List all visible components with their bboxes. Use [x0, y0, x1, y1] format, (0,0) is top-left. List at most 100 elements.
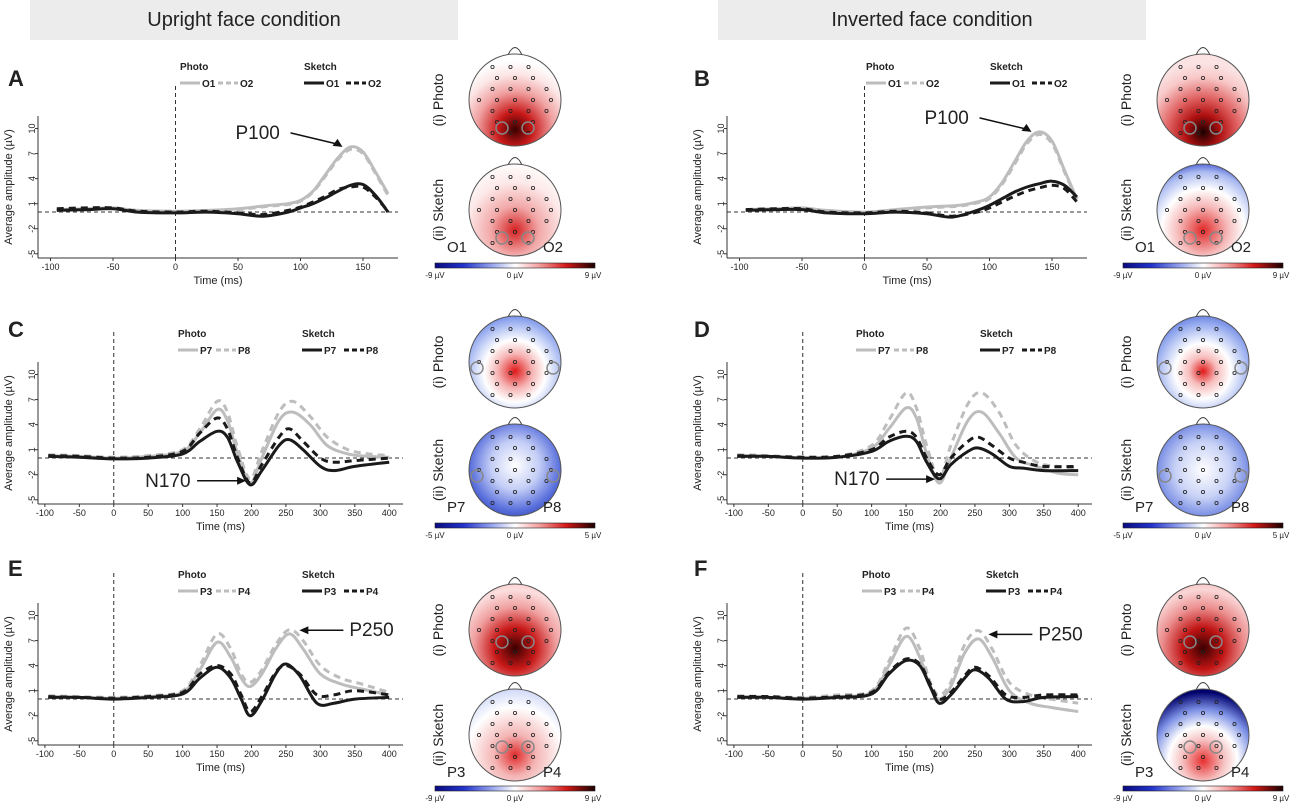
- electrode-marker: [1219, 733, 1224, 738]
- electrode-marker: [513, 229, 518, 234]
- electrode-marker: [1196, 174, 1201, 179]
- topo-label-photo: (i) Photo: [1118, 335, 1134, 388]
- electrode-marker: [1183, 467, 1188, 472]
- roi-electrode-circle: [1158, 469, 1172, 483]
- electrode-marker: [490, 500, 495, 505]
- electrode-marker: [1196, 348, 1201, 353]
- electrode-marker: [1219, 467, 1224, 472]
- electrode-marker: [531, 381, 536, 386]
- electrode-marker: [1178, 661, 1183, 666]
- series-sketch-p3: [48, 662, 390, 718]
- roi-electrode-circle: [470, 361, 484, 375]
- electrode-marker: [508, 700, 513, 705]
- legend-electrode-label: P3: [200, 587, 213, 598]
- series-photo-o1: [56, 145, 390, 213]
- electrode-marker: [1201, 489, 1206, 494]
- electrode-marker: [513, 98, 518, 103]
- roi-electrode-circle: [546, 361, 560, 375]
- series-sketch-p4: [737, 657, 1079, 701]
- x-tick-label: 150: [899, 508, 914, 518]
- y-tick-label: 10: [716, 611, 726, 621]
- electrode-marker: [1196, 500, 1201, 505]
- electrode-marker: [508, 392, 513, 397]
- nose-icon: [507, 682, 523, 691]
- electrode-marker: [526, 595, 531, 600]
- x-tick-label: 200: [244, 508, 259, 518]
- electrode-marker: [531, 445, 536, 450]
- electrode-marker: [544, 744, 549, 749]
- electrode-marker: [1201, 359, 1206, 364]
- electrode-marker: [1219, 755, 1224, 760]
- x-axis-label: Time (ms): [885, 762, 934, 774]
- panel-letter: B: [694, 66, 710, 91]
- roi-electrode-circle: [470, 469, 484, 483]
- electrode-marker: [1178, 174, 1183, 179]
- electrode-marker: [1219, 628, 1224, 633]
- electrode-marker: [1214, 700, 1219, 705]
- x-tick-label: 50: [143, 508, 153, 518]
- scalp-map: [468, 583, 562, 677]
- electrode-marker: [1219, 650, 1224, 655]
- electrode-marker: [1219, 711, 1224, 716]
- electrode-marker: [1183, 185, 1188, 190]
- electrode-marker: [526, 392, 531, 397]
- nose-icon: [1195, 47, 1211, 56]
- electrode-marker: [1201, 755, 1206, 760]
- y-tick-label: 4: [716, 176, 726, 181]
- electrode-marker: [1178, 434, 1183, 439]
- electrode-marker: [1214, 456, 1219, 461]
- electrode-marker: [526, 65, 531, 70]
- electrode-marker: [1201, 120, 1206, 125]
- series-sketch-o2: [745, 183, 1079, 218]
- annotation-label: P250: [1038, 624, 1082, 645]
- electrode-marker: [490, 661, 495, 666]
- electrode-marker: [1201, 229, 1206, 234]
- legend-sketch-title: Sketch: [990, 62, 1023, 73]
- legend-sketch-title: Sketch: [302, 570, 335, 581]
- electrode-marker: [494, 467, 499, 472]
- electrode-marker: [1201, 628, 1206, 633]
- electrode-marker: [1178, 65, 1183, 70]
- legend-electrode-label: P8: [238, 346, 251, 357]
- x-axis-label: Time (ms): [196, 762, 245, 774]
- roi-electrode-circle: [521, 231, 535, 245]
- roi-electrode-circle: [1209, 635, 1223, 649]
- electrode-marker: [494, 76, 499, 81]
- electrode-marker: [1178, 478, 1183, 483]
- scalp-map: [1156, 583, 1250, 677]
- electrode-marker: [490, 87, 495, 92]
- electrode-marker: [1196, 456, 1201, 461]
- x-tick-label: 250: [967, 508, 982, 518]
- electrode-marker: [526, 700, 531, 705]
- electrode-marker: [1214, 65, 1219, 70]
- electrode-marker: [526, 639, 531, 644]
- scale-min-label: -9 µV: [425, 794, 445, 803]
- electrode-marker: [1196, 370, 1201, 375]
- electrode-marker: [526, 766, 531, 771]
- y-tick-label: 7: [716, 397, 726, 402]
- electrode-marker: [531, 628, 536, 633]
- y-tick-label: 10: [27, 611, 37, 621]
- electrode-marker: [513, 755, 518, 760]
- roi-electrode-circle: [1234, 361, 1248, 375]
- electrode-marker: [490, 392, 495, 397]
- electrode-marker: [1178, 595, 1183, 600]
- y-tick-label: -2: [716, 225, 726, 233]
- y-tick-label: 1: [716, 201, 726, 206]
- legend-electrode-label: P4: [922, 587, 935, 598]
- legend-electrode-label: O1: [1012, 79, 1026, 90]
- x-tick-label: 250: [967, 749, 982, 759]
- y-tick-label: -2: [27, 712, 37, 720]
- electrode-marker: [508, 595, 513, 600]
- series-photo-o2: [56, 147, 390, 214]
- electrode-marker: [490, 722, 495, 727]
- electrode-marker: [513, 733, 518, 738]
- nose-icon: [1195, 577, 1211, 586]
- series-photo-p8: [48, 399, 390, 481]
- electrode-marker: [490, 639, 495, 644]
- roi-electrode-circle: [1183, 121, 1197, 135]
- x-tick-label: -50: [73, 749, 86, 759]
- electrode-marker: [1219, 98, 1224, 103]
- electrode-marker: [513, 185, 518, 190]
- arrowhead-icon: [332, 138, 343, 147]
